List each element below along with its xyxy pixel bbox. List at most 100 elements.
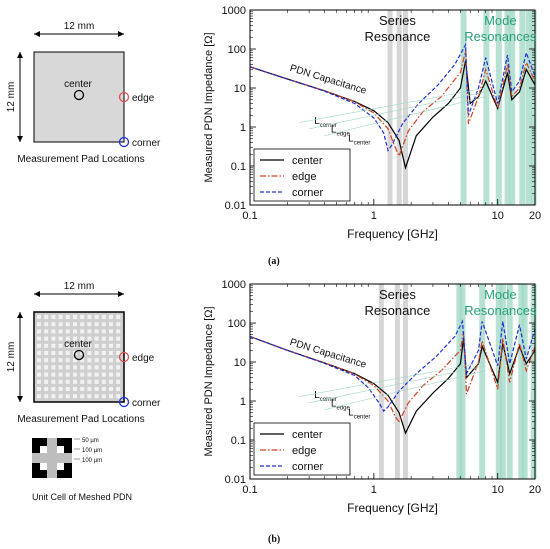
mode-resonance-band	[525, 10, 532, 205]
inductance-slope-line	[299, 87, 486, 123]
mesh-hole	[51, 394, 56, 399]
mode-resonance-band	[530, 284, 537, 479]
mesh-hole	[73, 315, 77, 319]
mesh-hole	[87, 358, 92, 363]
mesh-hole	[94, 394, 99, 399]
series-line-edge	[250, 50, 535, 158]
mesh-hole	[80, 322, 85, 327]
mesh-hole	[65, 343, 70, 348]
x-axis-label: Frequency [GHz]	[347, 227, 438, 241]
mesh-hole	[101, 322, 106, 327]
mode-resonance-band	[518, 284, 525, 479]
mesh-hole	[65, 315, 70, 319]
mesh-hole	[109, 365, 113, 370]
x-tick-label: 0.1	[242, 210, 257, 222]
mesh-hole	[80, 329, 85, 334]
mesh-hole	[80, 351, 85, 355]
mesh-hole	[51, 358, 56, 363]
mesh-hole	[44, 315, 49, 319]
l-edge-subscript: edge	[336, 406, 350, 412]
series-resonance-label: Series	[379, 287, 416, 302]
mesh-hole	[80, 343, 85, 348]
mesh-hole	[44, 329, 49, 334]
mesh-hole	[87, 379, 92, 384]
mesh-hole	[116, 379, 121, 384]
mesh-hole	[109, 329, 113, 334]
mesh-holes	[37, 315, 121, 399]
pad-edge-label: edge	[132, 353, 155, 364]
mode-resonance-band	[460, 10, 467, 205]
y-axis-label: Measured PDN Impedance [Ω]	[203, 306, 215, 456]
mesh-hole	[65, 351, 70, 355]
mesh-hole	[80, 336, 85, 341]
mesh-hole	[37, 329, 41, 334]
x-tick-label: 1	[371, 484, 377, 496]
mesh-hole	[73, 387, 77, 391]
mode-resonance-band	[504, 10, 511, 205]
mesh-hole	[109, 315, 113, 319]
mesh-hole	[109, 372, 113, 377]
mesh-hole	[37, 372, 41, 377]
mode-resonances-label: Resonances	[464, 29, 537, 44]
plot-frame	[249, 9, 536, 206]
mesh-hole	[87, 336, 92, 341]
mode-resonance-band	[495, 10, 502, 205]
mesh-hole	[73, 394, 77, 399]
x-tick-label: 0.1	[242, 484, 257, 496]
legend-label-edge: edge	[292, 171, 316, 183]
legend-label-edge: edge	[292, 445, 316, 457]
mesh-hole	[51, 379, 56, 384]
mode-resonance-band	[483, 10, 490, 205]
mesh-hole	[73, 343, 77, 348]
mesh-hole	[51, 343, 56, 348]
l-corner-subscript: corner	[320, 397, 337, 403]
mesh-hole	[80, 394, 85, 399]
mesh-hole	[87, 343, 92, 348]
mesh-hole	[80, 379, 85, 384]
mesh-hole	[44, 387, 49, 391]
unit-cell-dim-label: 100 µm	[82, 458, 102, 464]
mesh-hole	[87, 387, 92, 391]
mesh-hole	[44, 394, 49, 399]
mesh-hole	[116, 329, 121, 334]
mesh-hole	[65, 372, 70, 377]
mesh-hole	[101, 315, 106, 319]
mesh-hole	[94, 343, 99, 348]
mesh-hole	[58, 394, 63, 399]
mesh-hole	[101, 387, 106, 391]
inductance-slope-line	[309, 91, 486, 130]
mesh-hole	[109, 351, 113, 355]
mesh-hole	[51, 351, 56, 355]
mesh-hole	[87, 372, 92, 377]
mesh-hole	[101, 351, 106, 355]
mesh-hole	[94, 372, 99, 377]
mesh-hole	[87, 394, 92, 399]
mesh-hole	[116, 315, 121, 319]
mesh-hole	[94, 336, 99, 341]
series-resonance-label: Resonance	[365, 29, 431, 44]
mesh-hole	[73, 379, 77, 384]
mesh-hole	[94, 387, 99, 391]
series-resonance-band	[394, 284, 400, 479]
mesh-hole	[116, 358, 121, 363]
mesh-hole	[116, 336, 121, 341]
panel-label-a: (a)	[268, 256, 280, 267]
mode-resonance-band	[459, 284, 466, 479]
mesh-hole	[58, 315, 63, 319]
mesh-hole	[44, 351, 49, 355]
pad-edge-marker	[118, 91, 130, 103]
mode-resonances-label: Mode	[484, 287, 517, 302]
plot-frame	[249, 283, 536, 480]
y-tick-label: 10	[234, 357, 246, 369]
y-tick-label: 0.1	[231, 161, 246, 173]
mesh-hole	[80, 315, 85, 319]
mode-resonances-label: Resonances	[464, 303, 537, 318]
y-axis-label: Measured PDN Impedance [Ω]	[203, 32, 215, 182]
y-tick-label: 1000	[222, 5, 246, 17]
mesh-hole	[51, 315, 56, 319]
mesh-hole	[94, 365, 99, 370]
y-tick-label: 1	[240, 396, 246, 408]
unit-cell-dim-label: 50 µm	[82, 438, 99, 444]
pad-center-marker	[73, 89, 85, 101]
mesh-hole	[109, 322, 113, 327]
